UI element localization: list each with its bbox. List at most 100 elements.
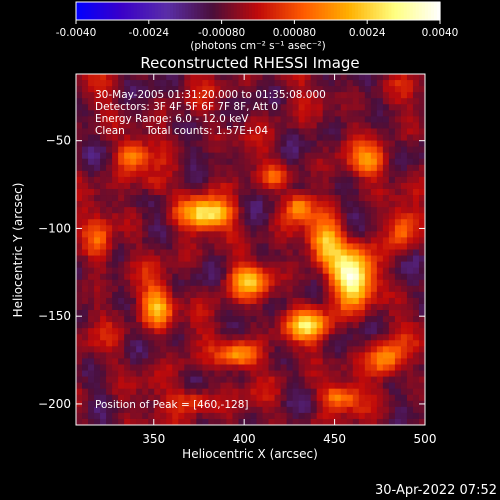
heatmap-cell (244, 231, 251, 238)
heatmap-cell (304, 249, 312, 257)
heatmap-cell (232, 334, 239, 341)
heatmap-cell (178, 297, 185, 305)
heatmap-cell (280, 255, 288, 263)
heatmap-cell (274, 92, 282, 99)
heatmap-cell (316, 243, 324, 250)
heatmap-cell (178, 231, 185, 238)
heatmap-cell (364, 116, 372, 123)
heatmap-cell (280, 261, 288, 269)
heatmap-cell (382, 346, 390, 353)
heatmap-cell (190, 418, 197, 426)
heatmap-cell (364, 164, 372, 172)
heatmap-cell (226, 291, 233, 299)
heatmap-cell (406, 273, 414, 281)
heatmap-cell (166, 364, 173, 372)
heatmap-cell (352, 406, 360, 414)
heatmap-cell (268, 328, 276, 335)
heatmap-cell (406, 285, 414, 293)
heatmap-cell (208, 195, 215, 202)
heatmap-cell (262, 134, 270, 142)
heatmap-cell (232, 243, 239, 250)
heatmap-cell (154, 182, 161, 190)
heatmap-cell (304, 243, 312, 250)
heatmap-cell (214, 370, 221, 378)
heatmap-cell (388, 104, 396, 111)
heatmap-cell (130, 316, 137, 323)
heatmap-cell (184, 346, 191, 353)
heatmap-cell (76, 86, 83, 93)
heatmap-cell (226, 352, 233, 359)
heatmap-cell (346, 364, 354, 372)
heatmap-cell (304, 170, 312, 178)
heatmap-cell (142, 279, 149, 287)
heatmap-cell (262, 418, 270, 426)
heatmap-cell (82, 170, 89, 178)
heatmap-cell (274, 243, 282, 250)
heatmap-cell (256, 297, 264, 305)
heatmap-cell (298, 382, 306, 390)
heatmap-cell (370, 237, 378, 244)
heatmap-cell (172, 297, 179, 305)
heatmap-cell (94, 285, 101, 293)
colorbar-cell (221, 2, 226, 20)
heatmap-cell (304, 406, 312, 414)
heatmap-cell (232, 297, 239, 305)
heatmap-cell (160, 400, 167, 408)
heatmap-cell (274, 182, 282, 190)
heatmap-cell (202, 285, 209, 293)
colorbar-cell (403, 2, 408, 20)
heatmap-cell (166, 400, 173, 408)
heatmap-cell (352, 382, 360, 390)
heatmap-cell (316, 170, 324, 178)
heatmap-cell (82, 297, 89, 305)
heatmap-cell (304, 164, 312, 172)
heatmap-cell (388, 164, 396, 172)
heatmap-cell (388, 310, 396, 317)
heatmap-cell (250, 176, 258, 184)
heatmap-cell (328, 140, 336, 148)
heatmap-cell (328, 285, 336, 293)
heatmap-cell (310, 352, 318, 359)
heatmap-cell (148, 370, 155, 378)
heatmap-cell (88, 267, 95, 275)
heatmap-cell (388, 358, 396, 365)
colorbar-cell (136, 2, 141, 20)
heatmap-cell (346, 418, 354, 426)
heatmap-cell (100, 382, 107, 390)
heatmap-cell (148, 110, 155, 117)
heatmap-cell (178, 291, 185, 299)
heatmap-cell (166, 291, 173, 299)
heatmap-cell (220, 273, 227, 281)
heatmap-cell (364, 92, 372, 99)
heatmap-cell (166, 152, 173, 160)
heatmap-cell (412, 92, 420, 99)
heatmap-cell (130, 376, 137, 384)
heatmap-cell (106, 182, 113, 190)
heatmap-cell (370, 110, 378, 117)
heatmap-cell (394, 358, 402, 365)
heatmap-cell (262, 80, 270, 87)
heatmap-cell (214, 267, 221, 275)
heatmap-cell (226, 394, 233, 402)
heatmap-cell (76, 104, 83, 111)
heatmap-cell (214, 243, 221, 250)
heatmap-cell (124, 158, 131, 166)
heatmap-cell (256, 86, 264, 93)
heatmap-cell (220, 225, 227, 232)
heatmap-cell (400, 382, 408, 390)
heatmap-cell (238, 273, 245, 281)
heatmap-cell (178, 346, 185, 353)
heatmap-cell (316, 152, 324, 160)
heatmap-cell (238, 382, 245, 390)
heatmap-cell (136, 334, 143, 341)
heatmap-cell (190, 388, 197, 396)
heatmap-cell (202, 267, 209, 275)
heatmap-cell (382, 116, 390, 123)
heatmap-cell (100, 98, 107, 105)
heatmap-cell (160, 86, 167, 93)
heatmap-cell (172, 291, 179, 299)
heatmap-cell (142, 158, 149, 166)
heatmap-cell (256, 267, 264, 275)
heatmap-cell (136, 201, 143, 208)
heatmap-cell (400, 388, 408, 396)
